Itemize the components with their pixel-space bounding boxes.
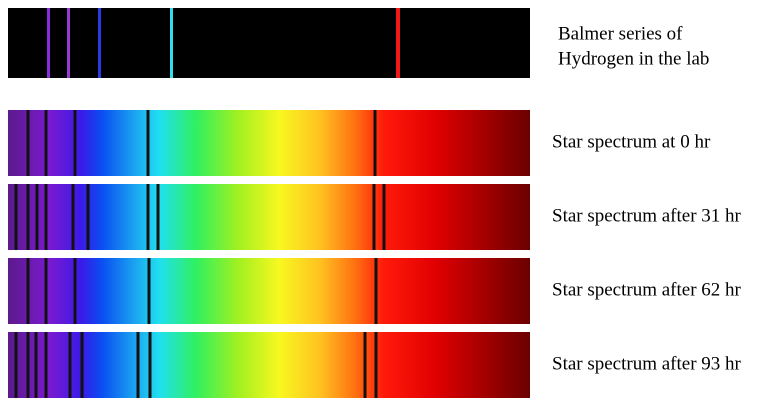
absorption-line xyxy=(44,258,48,324)
spectrum-label: Star spectrum after 93 hr xyxy=(552,353,742,374)
absorption-line xyxy=(26,258,30,324)
absorption-line xyxy=(372,184,376,250)
lab-label: Balmer series of xyxy=(558,23,683,44)
absorption-line xyxy=(146,184,150,250)
absorption-line xyxy=(68,332,72,398)
emission-line xyxy=(67,8,70,78)
absorption-line xyxy=(373,110,377,176)
absorption-line xyxy=(80,332,84,398)
star-spectrum xyxy=(8,258,530,324)
absorption-line xyxy=(374,258,378,324)
absorption-line xyxy=(14,332,18,398)
absorption-line xyxy=(73,110,77,176)
absorption-line xyxy=(363,332,367,398)
absorption-line xyxy=(71,184,75,250)
absorption-line xyxy=(382,184,386,250)
star-spectrum xyxy=(8,332,530,398)
absorption-line xyxy=(136,332,140,398)
absorption-line xyxy=(44,184,48,250)
spectrum-label: Star spectrum at 0 hr xyxy=(552,131,711,152)
emission-line xyxy=(98,8,101,78)
absorption-line xyxy=(147,258,151,324)
absorption-line xyxy=(146,110,150,176)
absorption-line xyxy=(26,184,30,250)
spectrum-label: Star spectrum after 31 hr xyxy=(552,205,742,226)
star-spectra: Star spectrum at 0 hr Star spectrum after… xyxy=(8,110,742,398)
star-spectrum xyxy=(8,110,530,176)
star-spectrum xyxy=(8,184,530,250)
absorption-line xyxy=(14,184,18,250)
emission-line xyxy=(396,8,400,78)
absorption-line xyxy=(44,332,48,398)
absorption-line xyxy=(374,332,378,398)
absorption-line xyxy=(34,332,38,398)
absorption-line xyxy=(148,332,152,398)
lab-spectrum xyxy=(8,8,530,78)
absorption-line xyxy=(26,332,30,398)
absorption-line xyxy=(26,110,30,176)
spectrum-label: Star spectrum after 62 hr xyxy=(552,279,742,300)
lab-label: Hydrogen in the lab xyxy=(558,48,709,69)
absorption-line xyxy=(73,258,77,324)
absorption-line xyxy=(86,184,90,250)
absorption-line xyxy=(35,184,39,250)
emission-line xyxy=(170,8,173,78)
absorption-line xyxy=(156,184,160,250)
emission-line xyxy=(47,8,50,78)
absorption-line xyxy=(44,110,48,176)
